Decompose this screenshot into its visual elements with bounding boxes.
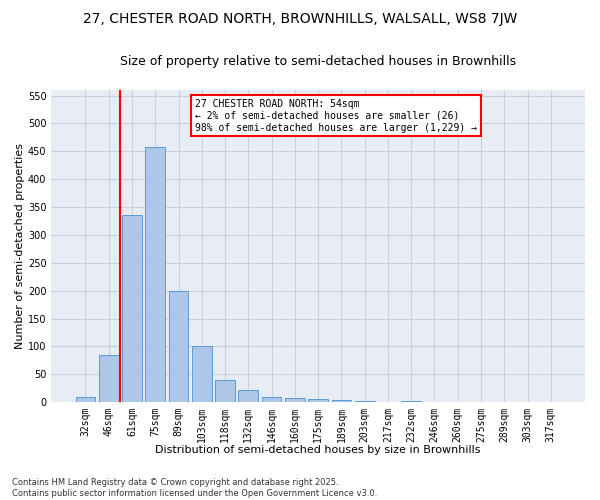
Title: Size of property relative to semi-detached houses in Brownhills: Size of property relative to semi-detach…: [120, 55, 516, 68]
Bar: [262, 396, 281, 402]
Y-axis label: Number of semi-detached properties: Number of semi-detached properties: [15, 143, 25, 349]
Bar: [76, 396, 95, 402]
Bar: [355, 401, 374, 402]
Bar: [99, 356, 119, 402]
Bar: [308, 400, 328, 402]
Bar: [401, 401, 421, 402]
Bar: [215, 380, 235, 402]
Bar: [192, 346, 212, 402]
Bar: [285, 398, 305, 402]
X-axis label: Distribution of semi-detached houses by size in Brownhills: Distribution of semi-detached houses by …: [155, 445, 481, 455]
Text: 27, CHESTER ROAD NORTH, BROWNHILLS, WALSALL, WS8 7JW: 27, CHESTER ROAD NORTH, BROWNHILLS, WALS…: [83, 12, 517, 26]
Bar: [145, 148, 165, 402]
Bar: [332, 400, 351, 402]
Text: 27 CHESTER ROAD NORTH: 54sqm
← 2% of semi-detached houses are smaller (26)
98% o: 27 CHESTER ROAD NORTH: 54sqm ← 2% of sem…: [196, 100, 478, 132]
Bar: [122, 216, 142, 402]
Text: Contains HM Land Registry data © Crown copyright and database right 2025.
Contai: Contains HM Land Registry data © Crown c…: [12, 478, 377, 498]
Bar: [169, 290, 188, 402]
Bar: [238, 390, 258, 402]
